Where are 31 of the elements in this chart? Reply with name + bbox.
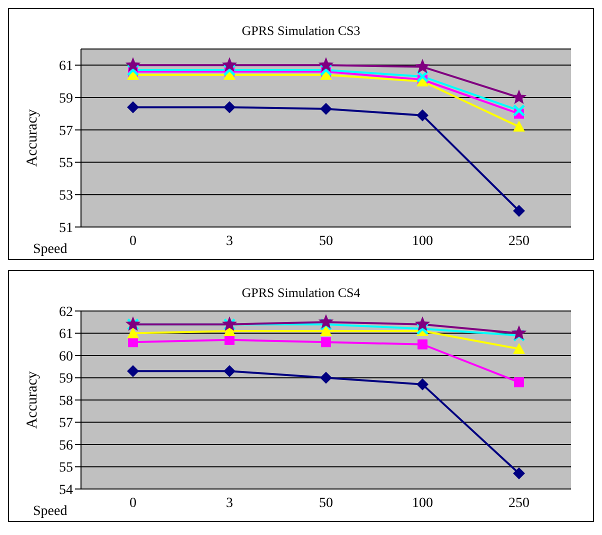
x-tick-label: 0 — [130, 234, 136, 249]
x-tick-label: 3 — [226, 496, 233, 511]
x-tick-label: 100 — [412, 234, 433, 249]
y-tick-label: 59 — [59, 92, 73, 107]
y-tick-label: 53 — [59, 188, 73, 204]
y-axis-title: Accuracy — [24, 370, 40, 429]
y-tick-label: 61 — [59, 59, 73, 74]
y-tick-label: 62 — [59, 304, 73, 320]
chart-title: GPRS Simulation CS4 — [240, 284, 362, 302]
x-tick-label: 0 — [130, 496, 136, 511]
y-tick-label: 55 — [59, 156, 73, 172]
x-tick-label: 250 — [508, 234, 530, 249]
x-tick-label: 3 — [226, 234, 233, 249]
x-axis-title: Speed — [33, 242, 68, 257]
y-tick-label: 51 — [59, 220, 73, 236]
y-tick-label: 60 — [59, 349, 73, 364]
x-tick-label: 100 — [412, 496, 433, 511]
x-tick-label: 50 — [319, 234, 333, 249]
y-tick-label: 58 — [59, 394, 73, 409]
y-tick-label: 57 — [59, 416, 73, 432]
chart-title: GPRS Simulation CS3 — [240, 22, 362, 40]
y-tick-label: 56 — [59, 438, 73, 454]
y-tick-label: 61 — [59, 327, 73, 342]
x-tick-label: 50 — [319, 496, 333, 511]
y-tick-label: 54 — [59, 482, 73, 498]
y-tick-label: 55 — [59, 460, 73, 476]
y-tick-label: 59 — [59, 372, 73, 387]
x-tick-label: 250 — [508, 496, 530, 511]
x-axis-title: Speed — [33, 504, 68, 519]
y-axis-title: Accuracy — [24, 108, 40, 167]
y-tick-label: 57 — [59, 124, 73, 139]
